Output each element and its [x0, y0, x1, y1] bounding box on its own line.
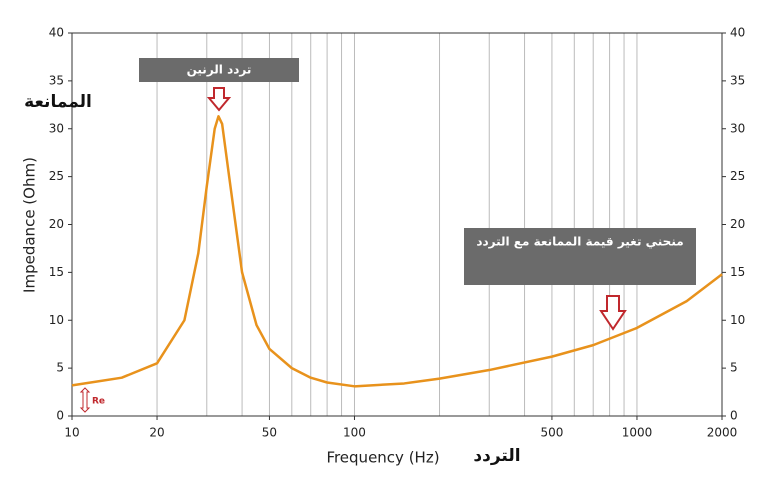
arrow [206, 87, 232, 112]
y-tick-label: 30 [49, 121, 64, 135]
annotation: Re [92, 397, 105, 407]
y-tick-label: 0 [56, 409, 64, 423]
y-tick-label: 40 [49, 26, 64, 40]
x-tick-label: 1000 [622, 426, 653, 440]
x-tick-label: 20 [149, 426, 164, 440]
y2-tick-label: 0 [730, 409, 738, 423]
annotation-box [139, 58, 299, 82]
x-tick-label: 2000 [707, 426, 738, 440]
x-tick-label: 50 [262, 426, 277, 440]
y-axis-label: Impedance (Ohm) [21, 157, 39, 293]
annotation: التردد [473, 446, 520, 466]
x-tick-label: 100 [343, 426, 366, 440]
arrow [599, 295, 627, 331]
y2-tick-label: 20 [730, 217, 745, 231]
y2-tick-label: 40 [730, 26, 745, 40]
y-tick-label: 10 [49, 313, 64, 327]
y2-tick-label: 10 [730, 313, 745, 327]
x-tick-label: 10 [64, 426, 79, 440]
y-tick-label: 35 [49, 73, 64, 87]
annotation: تردد الرنين [187, 63, 252, 77]
y2-tick-label: 5 [730, 361, 738, 375]
y2-tick-label: 30 [730, 121, 745, 135]
annotation-box [464, 228, 696, 285]
y-tick-label: 20 [49, 217, 64, 231]
impedance-line [71, 115, 723, 388]
y2-tick-label: 35 [730, 73, 745, 87]
y-tick-label: 25 [49, 169, 64, 183]
annotation: منحني تغير قيمة الممانعة مع التردد [476, 235, 683, 249]
annotation: الممانعة [24, 92, 92, 112]
x-tick-label: 500 [540, 426, 563, 440]
y-tick-label: 5 [56, 361, 64, 375]
y2-tick-label: 15 [730, 265, 745, 279]
y-tick-label: 15 [49, 265, 64, 279]
x-axis-label: Frequency (Hz) [326, 449, 439, 467]
arrow [79, 387, 91, 413]
y2-tick-label: 25 [730, 169, 745, 183]
